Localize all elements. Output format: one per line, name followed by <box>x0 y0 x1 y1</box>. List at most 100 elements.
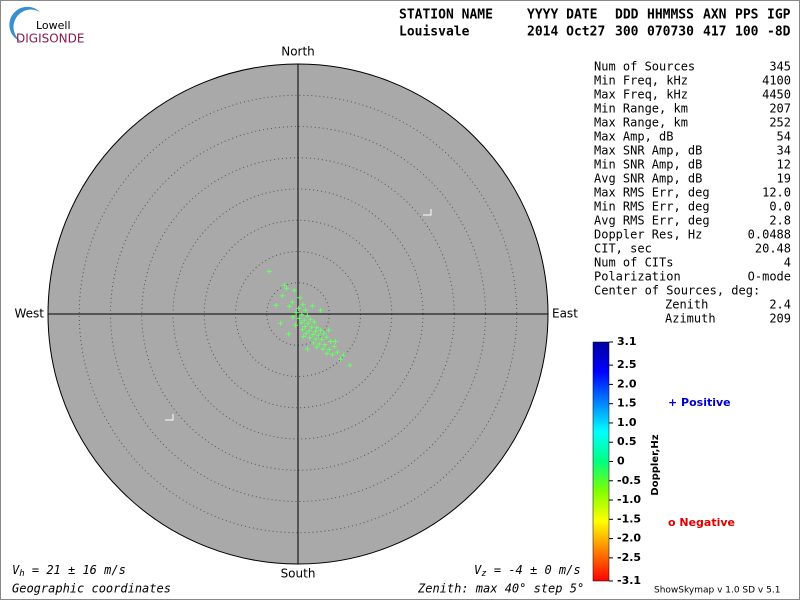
colorbar-tick-label: 0 <box>617 455 625 468</box>
stat-label: Min Range, km <box>594 102 688 116</box>
logo-swoosh <box>9 6 40 42</box>
source-point <box>328 339 333 344</box>
header-field: AXN <box>703 8 727 23</box>
source-point <box>304 346 310 352</box>
vh-sub: h <box>19 569 24 579</box>
vz: Vz = -4 ± 0 m/s <box>474 563 581 579</box>
colorbar-tick-label: -1.5 <box>617 512 641 525</box>
source-point <box>266 269 272 274</box>
marker <box>423 209 432 216</box>
source-point <box>320 346 326 352</box>
source-point <box>316 332 322 338</box>
zenith-info: Zenith: max 40° step 5° <box>417 582 584 596</box>
source-point <box>296 315 302 321</box>
stat-label: Max Amp, dB <box>594 130 673 144</box>
source-point <box>279 293 285 299</box>
header-value: 300 <box>615 25 639 40</box>
stat-value: 207 <box>769 102 791 116</box>
source-point <box>326 327 332 333</box>
colorbar-tick-label: -2.5 <box>617 551 641 564</box>
source-point <box>298 320 304 326</box>
source-point <box>286 331 292 337</box>
source-point <box>318 327 323 333</box>
source-point <box>284 285 290 291</box>
vh-symbol: V <box>12 563 20 577</box>
header-value: 100 <box>735 25 759 40</box>
header-field: STATION NAME <box>399 8 493 23</box>
source-point <box>273 302 279 308</box>
source-point <box>300 302 306 308</box>
stat-label: CIT, sec <box>594 242 652 256</box>
stat-label: Min Freq, kHz <box>594 74 688 88</box>
stat-value: 2.4 <box>769 298 791 312</box>
legend-positive: + Positive <box>668 396 731 409</box>
source-point <box>338 356 343 362</box>
stat-value: 34 <box>777 144 791 158</box>
stat-value: 2.8 <box>769 214 791 228</box>
stat-label: Max Range, km <box>594 116 688 130</box>
source-point <box>334 349 340 355</box>
source-point <box>316 341 322 347</box>
header-field: HHMMSS <box>647 8 694 23</box>
stat-label: Center of Sources, deg: <box>594 284 760 298</box>
source-point <box>293 310 299 316</box>
stat-label: Avg RMS Err, deg <box>594 214 710 228</box>
stat-label: Min SNR Amp, dB <box>594 158 702 172</box>
source-point <box>333 339 338 344</box>
colorbar-tick-label: 2.5 <box>617 358 637 371</box>
source-point <box>291 287 297 293</box>
source-point <box>347 362 353 368</box>
source-point <box>301 334 307 339</box>
source-point <box>314 325 320 331</box>
source-point <box>302 324 308 329</box>
stat-value: 0.0 <box>769 200 791 214</box>
vz-symbol: V <box>474 563 482 577</box>
source-point <box>308 317 313 323</box>
stat-label: Polarization <box>594 270 681 284</box>
source-point <box>313 336 319 342</box>
source-point <box>278 320 283 326</box>
header-field: YYYY DATE <box>527 8 597 23</box>
stat-value: 54 <box>777 130 791 144</box>
source-point <box>314 344 320 350</box>
stat-label: Doppler Res, Hz <box>594 228 702 242</box>
source-point <box>310 332 316 338</box>
source-point <box>306 328 312 334</box>
colorbar-tick-label: -1.0 <box>617 493 641 506</box>
vh: Vh = 21 ± 16 m/s <box>12 563 126 579</box>
source-point <box>341 352 347 358</box>
vh-text: = 21 ± 16 m/s <box>25 563 126 577</box>
header-field: IGP <box>767 8 791 23</box>
source-point <box>319 337 325 343</box>
header-value: 2014 Oct27 <box>527 25 605 40</box>
stat-value: 12.0 <box>762 186 791 200</box>
source-point <box>324 334 330 340</box>
stat-label: Min RMS Err, deg <box>594 200 710 214</box>
source-point <box>286 304 292 309</box>
source-point <box>290 314 296 320</box>
source-point <box>326 347 332 353</box>
header-field: PPS <box>735 8 759 23</box>
colorbar-tick-label: 3.1 <box>617 335 637 348</box>
stat-label: Max SNR Amp, dB <box>594 144 702 158</box>
logo-bottom: DIGISONDE <box>16 32 84 46</box>
marker <box>165 414 174 421</box>
compass-label: South <box>281 567 316 581</box>
colorbar-tick-label: 1.0 <box>617 416 637 429</box>
source-point <box>331 344 337 349</box>
logo-top: Lowell <box>36 19 71 32</box>
stat-value: 209 <box>769 312 791 326</box>
colorbar-tick-label: 2.0 <box>617 377 637 390</box>
stat-value: 345 <box>769 60 791 74</box>
stat-value: 252 <box>769 116 791 130</box>
source-point <box>305 320 311 326</box>
source-point <box>309 303 315 309</box>
version: ShowSkymap v 1.0 SD v 5.1 <box>654 586 780 596</box>
legend-negative: o Negative <box>668 516 735 529</box>
source-point <box>324 350 330 356</box>
compass-label: East <box>552 307 578 321</box>
source-point <box>329 352 335 358</box>
source-point <box>289 299 295 305</box>
